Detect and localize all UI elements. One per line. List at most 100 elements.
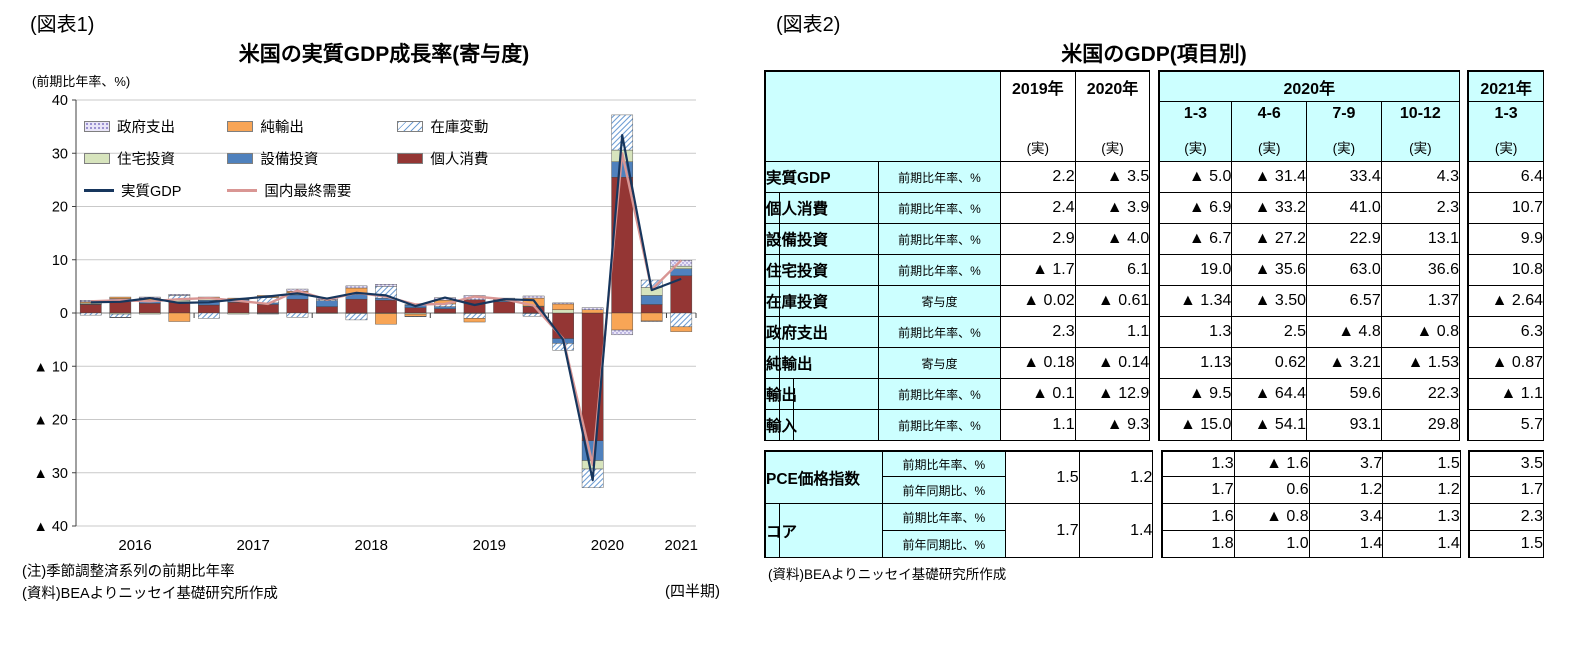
table-cell: 6.4 bbox=[1467, 162, 1544, 193]
table-cell: 3.4 bbox=[1309, 504, 1384, 531]
table-cell: 22.9 bbox=[1307, 224, 1382, 255]
table-row-label: 住宅投資 bbox=[764, 255, 880, 286]
table-cell: 6.3 bbox=[1467, 317, 1544, 348]
table-block-gap bbox=[1460, 224, 1467, 255]
table-row-unit: 前年同期比、% bbox=[882, 531, 1006, 558]
table-cell: ▲ 35.6 bbox=[1232, 255, 1308, 286]
table-block-gap bbox=[1153, 504, 1161, 558]
table-row-label: 個人消費 bbox=[764, 193, 880, 224]
table-cell: ▲ 0.8 bbox=[1381, 317, 1460, 348]
table-block-gap bbox=[1150, 70, 1157, 162]
legend-item-label: 実質GDP bbox=[121, 184, 182, 200]
quarter-header: 10-12 (実) bbox=[1381, 102, 1460, 162]
table-cell: 1.4 bbox=[1079, 504, 1154, 558]
table-cell: 1.1 bbox=[1000, 410, 1076, 441]
quarter-label: 1-3 bbox=[1183, 104, 1208, 122]
quarterly-year-header: 2020年 bbox=[1157, 70, 1460, 103]
quarter-header: 1-3 (実) bbox=[1157, 102, 1233, 162]
table-cell: 0.62 bbox=[1232, 348, 1308, 379]
svg-text:0: 0 bbox=[60, 306, 68, 322]
table-cell: 63.0 bbox=[1307, 255, 1382, 286]
table-cell: 1.3 bbox=[1383, 504, 1461, 531]
table-cell: ▲ 0.8 bbox=[1234, 504, 1310, 531]
table-block-gap bbox=[1460, 348, 1467, 379]
table-block-gap bbox=[1461, 504, 1469, 558]
table-block-gap bbox=[1460, 193, 1467, 224]
table-row-label: 純輸出 bbox=[764, 348, 880, 379]
table-cell: 1.4 bbox=[1383, 531, 1461, 558]
svg-text:2018: 2018 bbox=[355, 537, 388, 554]
figure2-label: (図表2) bbox=[776, 14, 841, 36]
table-cell: 1.7 bbox=[1160, 477, 1235, 504]
table-cell: ▲ 0.18 bbox=[1000, 348, 1076, 379]
table-cell: ▲ 1.7 bbox=[1000, 255, 1076, 286]
table-cell: ▲ 64.4 bbox=[1232, 379, 1308, 410]
table-cell: 13.1 bbox=[1381, 224, 1460, 255]
table-cell: ▲ 3.5 bbox=[1075, 162, 1151, 193]
legend-swatch bbox=[397, 153, 424, 164]
chart-note-2: (資料)BEAよりニッセイ基礎研究所作成 bbox=[22, 585, 278, 602]
legend-line-swatch bbox=[84, 189, 114, 192]
actual-label: (実) bbox=[1332, 140, 1356, 156]
svg-text:2017: 2017 bbox=[236, 537, 269, 554]
table-block-gap bbox=[1460, 379, 1467, 410]
actual-label: (実) bbox=[1257, 140, 1281, 156]
legend-swatch bbox=[84, 153, 110, 164]
actual-label: (実) bbox=[1101, 141, 1124, 156]
annual-year-header: 2019年 (実) bbox=[1000, 70, 1076, 162]
quarter-header-2021: 1-3 (実) bbox=[1467, 102, 1544, 162]
svg-text:20: 20 bbox=[52, 200, 68, 216]
legend-item-label: 設備投資 bbox=[260, 152, 319, 168]
table-cell: ▲ 5.0 bbox=[1157, 162, 1233, 193]
svg-text:▲ 20: ▲ 20 bbox=[33, 413, 68, 429]
table-cell: ▲ 1.34 bbox=[1157, 286, 1233, 317]
table-cell: 2.3 bbox=[1381, 193, 1460, 224]
actual-label: (実) bbox=[1494, 140, 1518, 156]
table-block-gap bbox=[1150, 162, 1157, 193]
table-cell: ▲ 3.50 bbox=[1232, 286, 1308, 317]
actual-label: (実) bbox=[1026, 141, 1050, 156]
table-cell: 59.6 bbox=[1307, 379, 1382, 410]
svg-text:2021: 2021 bbox=[665, 537, 698, 554]
table-row-unit: 前期比年率、% bbox=[879, 224, 1001, 255]
table-row-unit: 前期比年率、% bbox=[879, 317, 1001, 348]
gdp-growth-chart: 政府支出 純輸出 在庫変動 住宅投資 設備投資 個人消費 実質GDP 国内最終需要 ▲ 40 ▲… bbox=[18, 90, 710, 560]
table-cell: 1.0 bbox=[1234, 531, 1310, 558]
table-cell: ▲ 0.61 bbox=[1075, 286, 1151, 317]
table-row-unit: 前期比年率、% bbox=[879, 162, 1001, 193]
legend-item-label: 政府支出 bbox=[117, 120, 175, 136]
table-block-gap bbox=[1150, 224, 1157, 255]
table-cell: 6.1 bbox=[1075, 255, 1151, 286]
table-title: 米国のGDP(項目別) bbox=[1061, 43, 1247, 66]
table-block-gap bbox=[1150, 410, 1157, 441]
table-cell: 10.7 bbox=[1467, 193, 1544, 224]
table-row-unit: 前期比年率、% bbox=[882, 504, 1006, 531]
actual-label: (実) bbox=[1409, 140, 1432, 156]
legend-item: 個人消費 bbox=[397, 148, 488, 169]
figure1-panel: (図表1) 米国の実質GDP成長率(寄与度) (前期比年率、%) 政府支出 純輸出… bbox=[18, 8, 750, 606]
chart-title: 米国の実質GDP成長率(寄与度) bbox=[238, 43, 530, 66]
table-cell: 1.2 bbox=[1079, 450, 1154, 504]
table-row-unit: 前期比年率、% bbox=[882, 450, 1006, 477]
table-row-label: 輸出 bbox=[764, 379, 880, 410]
year-label: 2019年 bbox=[1012, 81, 1064, 98]
table-block-gap bbox=[1460, 70, 1467, 162]
table-block-gap bbox=[1460, 162, 1467, 193]
table-block-gap bbox=[1150, 255, 1157, 286]
table-cell: 1.6 bbox=[1160, 504, 1235, 531]
figure1-label: (図表1) bbox=[30, 14, 95, 36]
table-cell: 5.7 bbox=[1467, 410, 1544, 441]
table-row-label: 実質GDP bbox=[764, 162, 880, 193]
table-cell: ▲ 4.8 bbox=[1307, 317, 1382, 348]
table-row-unit: 前期比年率、% bbox=[879, 379, 1001, 410]
legend-item: 住宅投資 bbox=[84, 148, 181, 169]
table-cell: 19.0 bbox=[1157, 255, 1233, 286]
legend-item: 実質GDP bbox=[84, 180, 181, 201]
table-row-unit: 寄与度 bbox=[879, 348, 1001, 379]
table-cell: 1.7 bbox=[1468, 477, 1544, 504]
table-cell: ▲ 0.14 bbox=[1075, 348, 1151, 379]
table-cell: ▲ 3.21 bbox=[1307, 348, 1382, 379]
legend-item: 在庫変動 bbox=[397, 116, 488, 137]
table-cell: ▲ 1.6 bbox=[1234, 450, 1310, 477]
actual-label: (実) bbox=[1184, 140, 1207, 156]
